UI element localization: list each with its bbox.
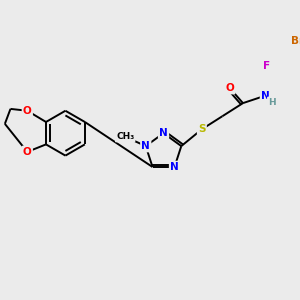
Text: Br: Br	[291, 36, 300, 46]
Text: N: N	[261, 91, 270, 100]
Text: N: N	[170, 162, 179, 172]
Text: N: N	[159, 128, 168, 138]
Text: CH₃: CH₃	[116, 132, 134, 141]
Text: N: N	[141, 141, 150, 151]
Text: S: S	[198, 124, 206, 134]
Text: O: O	[226, 83, 234, 93]
Text: O: O	[23, 147, 32, 157]
Text: H: H	[268, 98, 276, 107]
Text: F: F	[263, 61, 270, 71]
Text: O: O	[23, 106, 32, 116]
